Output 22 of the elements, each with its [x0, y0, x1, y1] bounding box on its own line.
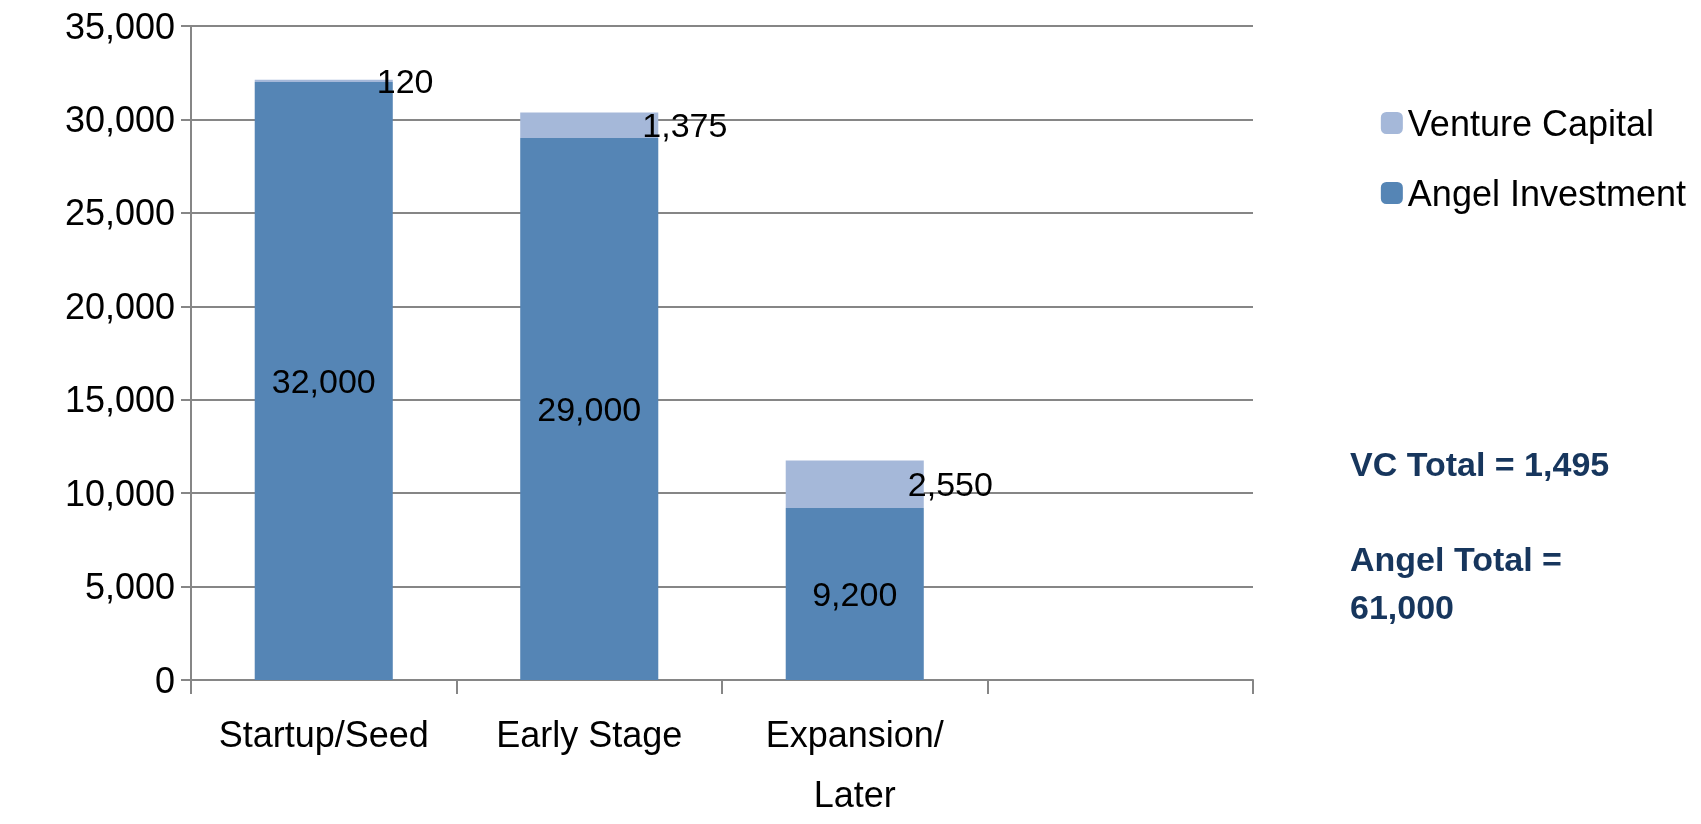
x-tick-label: Early Stage — [496, 713, 683, 755]
text: Angel Total = 61,000 — [1350, 540, 1562, 626]
data-label: 29,000 — [537, 390, 642, 429]
y-tick-label: 10,000 — [64, 472, 175, 514]
legend-label: Angel Investment — [1407, 172, 1686, 214]
y-tick-label: 20,000 — [64, 285, 175, 327]
data-label: 1,375 — [642, 106, 728, 145]
y-tick-label: 5,000 — [84, 566, 175, 608]
bar — [785, 508, 924, 680]
data-label: 120 — [376, 61, 434, 100]
legend-label: Venture Capital — [1407, 102, 1655, 144]
text: VC Total = 1,495 — [1350, 445, 1610, 483]
y-tick-label: 25,000 — [64, 192, 175, 234]
y-tick-label: 0 — [154, 659, 175, 701]
data-label: 9,200 — [812, 575, 898, 614]
y-tick-label: 30,000 — [64, 98, 175, 140]
data-label: 32,000 — [271, 362, 376, 401]
y-tick-label: 15,000 — [64, 379, 175, 421]
x-tick-label: Expansion/ Later — [765, 713, 944, 815]
data-label: 2,550 — [907, 465, 993, 504]
x-tick-label: Startup/Seed — [218, 713, 429, 755]
y-tick-label: 35,000 — [64, 5, 175, 47]
